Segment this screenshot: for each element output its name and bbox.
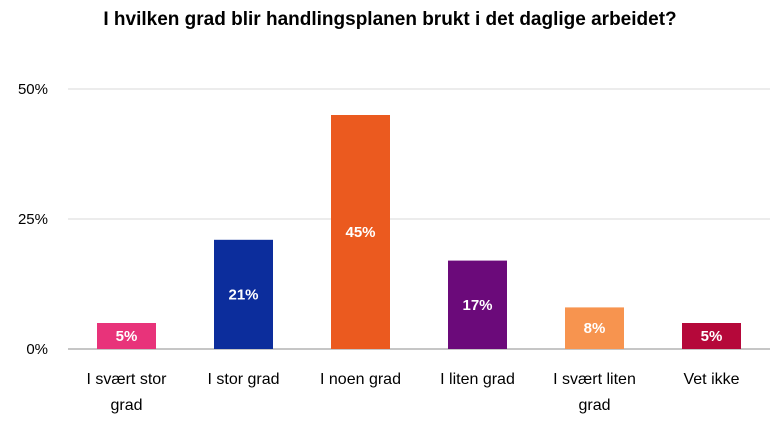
x-tick-label: I liten grad [440, 371, 515, 388]
y-tick-label: 50% [18, 81, 48, 98]
bar [97, 323, 156, 349]
chart-title: I hvilken grad blir handlingsplanen bruk… [103, 9, 677, 30]
data-label: 5% [116, 328, 138, 345]
data-label: 45% [345, 224, 375, 241]
bar [682, 323, 741, 349]
data-label: 17% [462, 297, 492, 314]
x-tick-label: I noen grad [320, 371, 401, 388]
bar [565, 307, 624, 349]
x-tick-label: grad [578, 397, 610, 414]
data-label: 5% [701, 328, 723, 345]
bar [214, 239, 273, 349]
bar [448, 260, 507, 349]
x-tick-label: I svært liten [553, 371, 636, 388]
y-tick-label: 0% [26, 341, 48, 358]
data-label: 8% [584, 320, 606, 337]
x-tick-label: Vet ikke [683, 371, 739, 388]
data-label: 21% [228, 286, 258, 303]
x-tick-label: I svært stor [86, 371, 167, 388]
bar [331, 115, 390, 349]
y-tick-label: 25% [18, 211, 48, 228]
x-tick-label: grad [110, 397, 142, 414]
x-tick-label: I stor grad [207, 371, 279, 388]
